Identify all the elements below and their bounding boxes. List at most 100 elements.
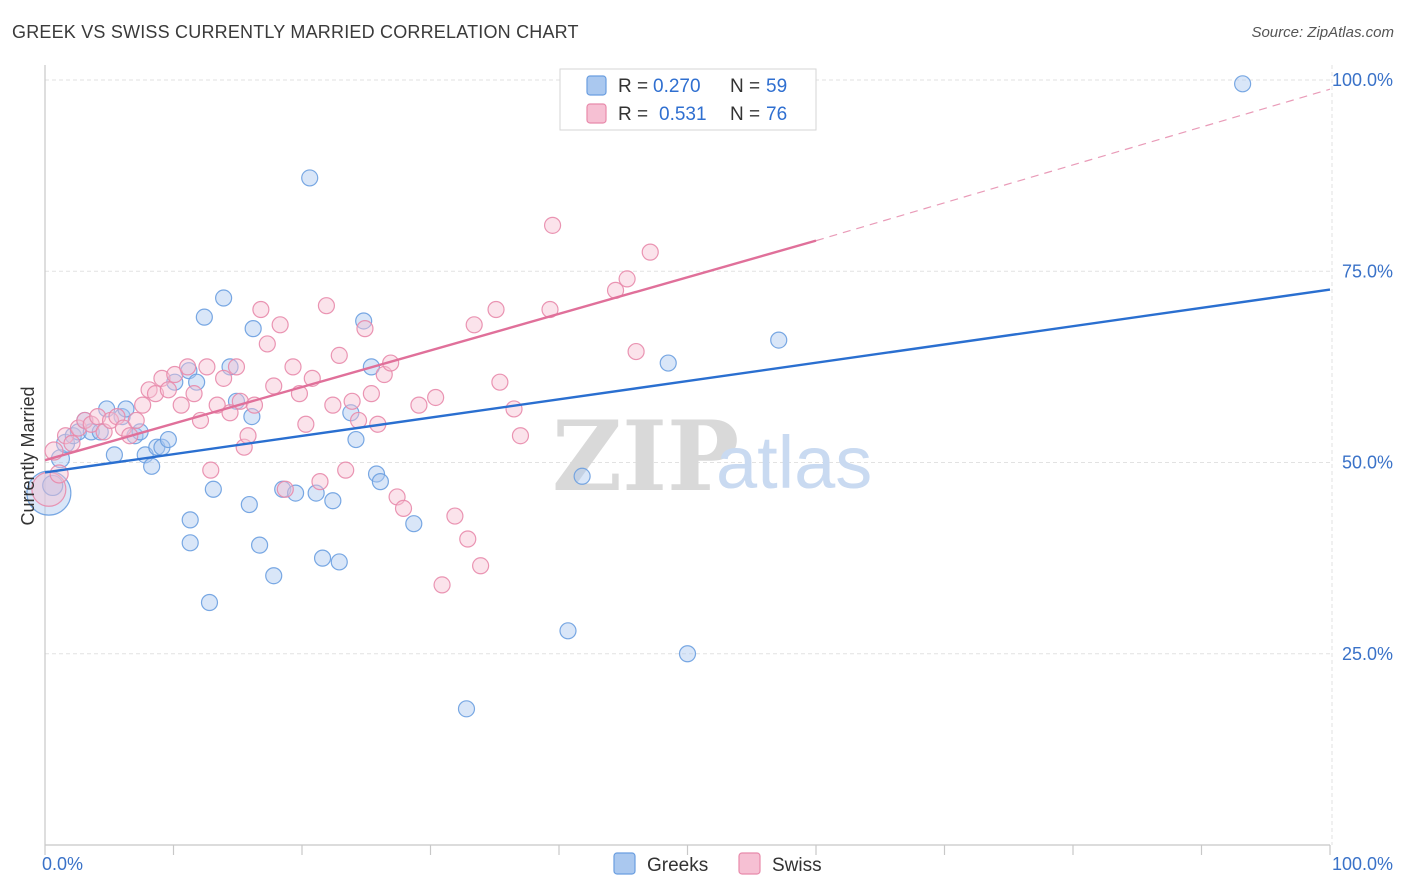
y-axis-label: Currently Married xyxy=(18,386,38,525)
point-swiss-52 xyxy=(362,385,380,403)
point-swiss-33 xyxy=(239,427,257,445)
point-greeks-56 xyxy=(1234,75,1252,93)
point-swiss-51 xyxy=(356,320,374,338)
point-swiss-17 xyxy=(146,385,165,403)
point-greeks-23 xyxy=(181,534,199,552)
point-swiss-68 xyxy=(511,427,530,445)
point-swiss-23 xyxy=(185,385,203,403)
tick-labels: 25.0% 50.0% 75.0% 100.0% 0.0% 100.0% xyxy=(42,70,1393,874)
legend-swatch-swiss xyxy=(586,103,607,124)
point-swiss-38 xyxy=(271,316,289,334)
point-greeks-54 xyxy=(678,645,697,663)
point-swiss-70 xyxy=(543,216,562,234)
point-swiss-45 xyxy=(317,297,336,315)
point-greeks-1 xyxy=(42,474,64,497)
point-swiss-73 xyxy=(627,342,645,361)
y-tick-label-0: 25.0% xyxy=(1342,644,1393,664)
point-swiss-25 xyxy=(198,358,216,376)
point-greeks-19 xyxy=(159,430,177,449)
source-label: Source: ZipAtlas.com xyxy=(1251,24,1394,41)
gridlines xyxy=(45,65,1333,845)
point-swiss-67 xyxy=(505,400,523,418)
point-swiss-36 xyxy=(258,335,276,353)
point-swiss-21 xyxy=(172,396,190,414)
point-swiss-30 xyxy=(227,358,246,376)
point-swiss-62 xyxy=(459,530,477,548)
point-greeks-41 xyxy=(324,492,342,510)
y-tick-label-1: 50.0% xyxy=(1342,453,1393,473)
watermark-atlas: atlas xyxy=(716,421,872,504)
point-swiss-66 xyxy=(491,373,509,391)
point-swiss-59 xyxy=(427,388,445,407)
point-swiss-4 xyxy=(63,434,81,452)
watermark: ZIP atlas xyxy=(552,400,872,513)
series-legend-label-swiss: Swiss xyxy=(772,855,822,876)
point-swiss-35 xyxy=(252,300,270,319)
point-greeks-38 xyxy=(301,169,319,187)
y-tick-label-2: 75.0% xyxy=(1342,261,1393,281)
point-greeks-27 xyxy=(204,480,222,498)
axes xyxy=(44,65,1331,855)
point-swiss-19 xyxy=(159,381,177,399)
point-greeks-55 xyxy=(770,331,788,349)
point-greeks-31 xyxy=(240,495,258,514)
point-swiss-63 xyxy=(465,316,483,334)
stats-legend: R = 0.270 N = 59 R = 0.531 N = 76 xyxy=(559,68,817,131)
legend-n-label-swiss: N = xyxy=(730,104,760,125)
point-swiss-47 xyxy=(330,346,348,364)
point-greeks-10 xyxy=(105,446,123,464)
point-greeks-50 xyxy=(457,700,476,718)
point-swiss-40 xyxy=(284,358,302,376)
series-legend-label-greeks: Greeks xyxy=(647,855,708,876)
series-legend-swatch-swiss xyxy=(738,852,761,875)
point-swiss-14 xyxy=(127,411,145,430)
point-greeks-49 xyxy=(405,515,423,533)
point-swiss-39 xyxy=(276,480,294,498)
point-greeks-26 xyxy=(200,593,219,612)
point-swiss-74 xyxy=(641,243,659,261)
y-tick-label-3: 100.0% xyxy=(1332,70,1393,90)
chart-title: GREEK VS SWISS CURRENTLY MARRIED CORRELA… xyxy=(12,22,579,42)
point-greeks-34 xyxy=(250,536,269,554)
legend-swatch-greeks xyxy=(586,75,607,96)
point-swiss-57 xyxy=(394,499,413,517)
trend-lines xyxy=(44,88,1331,474)
point-greeks-25 xyxy=(195,308,213,326)
point-swiss-60 xyxy=(433,576,451,594)
point-swiss-72 xyxy=(618,270,636,288)
point-swiss-37 xyxy=(265,377,283,395)
point-greeks-44 xyxy=(347,430,365,449)
point-swiss-65 xyxy=(487,300,505,319)
point-swiss-22 xyxy=(179,358,197,376)
point-greeks-37 xyxy=(286,484,305,502)
point-swiss-48 xyxy=(337,461,355,479)
trend-extension-swiss xyxy=(815,88,1331,242)
point-swiss-58 xyxy=(410,396,428,414)
legend-r-value-swiss: 0.531 xyxy=(659,104,707,125)
x-tick-label-0: 0.0% xyxy=(42,854,83,874)
point-swiss-64 xyxy=(472,557,490,575)
point-greeks-22 xyxy=(181,511,199,529)
point-greeks-16 xyxy=(143,457,161,475)
point-swiss-15 xyxy=(134,396,152,414)
point-swiss-28 xyxy=(215,369,233,387)
point-greeks-53 xyxy=(659,354,677,372)
point-greeks-33 xyxy=(244,320,262,338)
point-greeks-48 xyxy=(371,473,389,491)
legend-n-value-greeks: 59 xyxy=(766,76,787,97)
point-swiss-2 xyxy=(49,464,69,484)
point-swiss-20 xyxy=(166,365,184,384)
point-swiss-49 xyxy=(343,392,361,410)
point-swiss-8 xyxy=(89,408,107,426)
series-legend-swatch-greeks xyxy=(613,852,636,875)
point-greeks-35 xyxy=(265,567,283,585)
point-swiss-44 xyxy=(311,473,329,491)
point-swiss-61 xyxy=(446,507,464,525)
trend-line-greeks xyxy=(44,288,1331,474)
legend-r-value-greeks: 0.270 xyxy=(653,76,701,97)
trend-line-swiss xyxy=(44,239,817,462)
point-swiss-42 xyxy=(297,415,315,433)
legend-r-label-swiss: R = xyxy=(618,104,648,125)
legend-n-value-swiss: 76 xyxy=(766,104,787,125)
